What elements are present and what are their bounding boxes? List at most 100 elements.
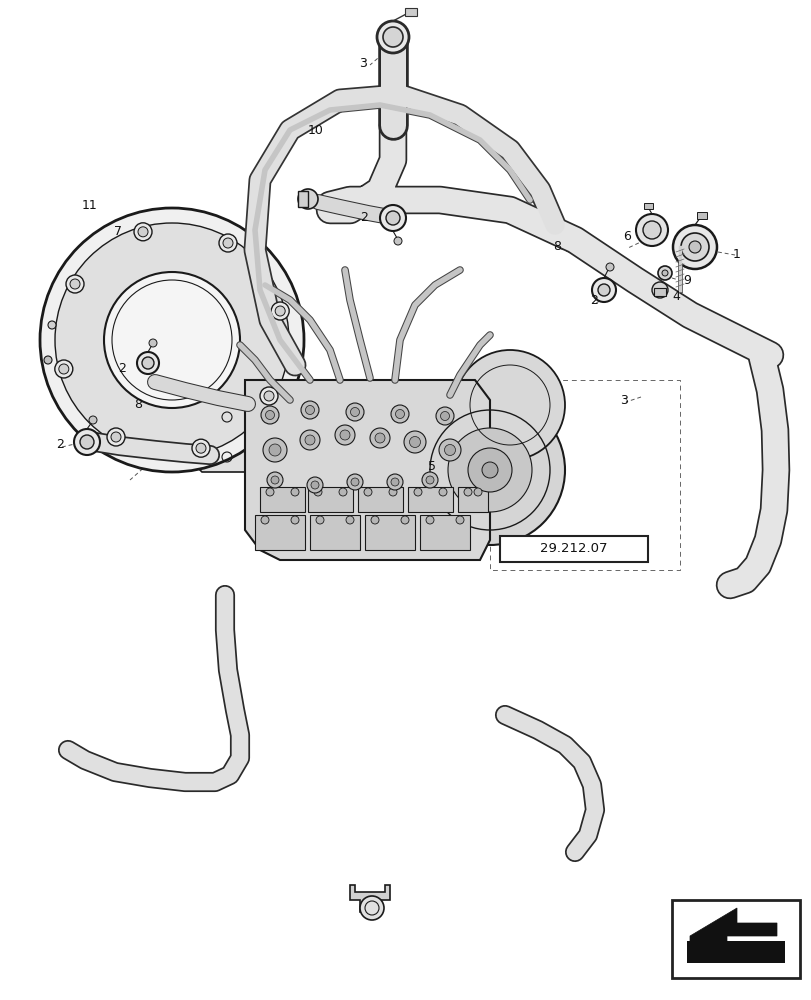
Circle shape (456, 516, 463, 524)
Bar (310, 515, 359, 550)
Circle shape (454, 350, 564, 460)
Circle shape (290, 488, 298, 496)
FancyBboxPatch shape (672, 900, 799, 978)
Circle shape (651, 282, 667, 298)
Circle shape (474, 488, 482, 496)
Circle shape (350, 408, 359, 416)
Circle shape (426, 516, 433, 524)
Circle shape (298, 189, 318, 209)
Bar (260, 487, 305, 512)
Circle shape (267, 472, 283, 488)
Circle shape (58, 364, 69, 374)
Text: 9: 9 (682, 273, 690, 286)
Circle shape (409, 436, 420, 448)
Bar (419, 515, 470, 550)
Polygon shape (350, 885, 389, 912)
Circle shape (661, 270, 667, 276)
Circle shape (89, 416, 97, 424)
Circle shape (439, 439, 461, 461)
Text: 5: 5 (427, 460, 436, 474)
Circle shape (371, 516, 379, 524)
Circle shape (299, 430, 320, 450)
Polygon shape (191, 402, 281, 472)
Circle shape (340, 430, 350, 440)
Text: 29.212.07: 29.212.07 (539, 542, 607, 556)
Bar (298, 191, 307, 207)
Circle shape (393, 237, 401, 245)
Text: 8: 8 (134, 397, 142, 410)
Circle shape (275, 306, 285, 316)
Circle shape (363, 488, 371, 496)
Circle shape (414, 488, 422, 496)
Circle shape (689, 241, 700, 253)
Bar (686, 941, 784, 963)
Bar (643, 203, 652, 209)
Circle shape (383, 27, 402, 47)
Circle shape (111, 432, 121, 442)
Circle shape (271, 302, 289, 320)
Circle shape (263, 438, 286, 462)
Circle shape (142, 357, 154, 369)
Circle shape (657, 266, 672, 280)
Circle shape (305, 406, 314, 414)
Circle shape (380, 205, 406, 231)
Circle shape (290, 516, 298, 524)
Circle shape (370, 428, 389, 448)
Circle shape (301, 401, 319, 419)
Circle shape (591, 278, 616, 302)
Circle shape (260, 406, 279, 424)
Circle shape (104, 272, 240, 408)
Circle shape (260, 387, 277, 405)
Circle shape (422, 472, 437, 488)
Circle shape (195, 443, 206, 453)
Circle shape (642, 221, 660, 239)
Circle shape (74, 429, 100, 455)
Circle shape (359, 896, 384, 920)
Bar (457, 487, 487, 512)
Circle shape (268, 444, 281, 456)
Circle shape (385, 211, 400, 225)
Polygon shape (245, 380, 489, 560)
Bar (365, 515, 414, 550)
Text: 8: 8 (552, 239, 560, 252)
Circle shape (260, 516, 268, 524)
Circle shape (391, 405, 409, 423)
Text: 2: 2 (590, 294, 597, 308)
Text: 3: 3 (620, 393, 627, 406)
Circle shape (440, 412, 449, 420)
Circle shape (597, 284, 609, 296)
Circle shape (350, 478, 358, 486)
Text: 4: 4 (672, 290, 679, 302)
Bar (653, 288, 665, 296)
Circle shape (264, 391, 273, 401)
Circle shape (314, 488, 322, 496)
Text: 2: 2 (359, 211, 367, 224)
Circle shape (345, 403, 363, 421)
Circle shape (40, 208, 303, 472)
Circle shape (148, 339, 157, 347)
Circle shape (467, 448, 512, 492)
Circle shape (635, 214, 667, 246)
Circle shape (436, 407, 453, 425)
Circle shape (404, 431, 426, 453)
Circle shape (107, 428, 125, 446)
Text: 3: 3 (358, 57, 367, 70)
Circle shape (315, 516, 324, 524)
Circle shape (672, 225, 716, 269)
Circle shape (444, 444, 455, 456)
Circle shape (219, 234, 237, 252)
Circle shape (307, 477, 323, 493)
Circle shape (70, 279, 80, 289)
Text: 6: 6 (622, 231, 630, 243)
Circle shape (266, 488, 273, 496)
Circle shape (55, 223, 289, 457)
Circle shape (271, 476, 279, 484)
Circle shape (346, 474, 363, 490)
Circle shape (401, 516, 409, 524)
Circle shape (134, 223, 152, 241)
Bar (307, 487, 353, 512)
Text: 2: 2 (118, 361, 126, 374)
Circle shape (338, 488, 346, 496)
Circle shape (375, 433, 384, 443)
Circle shape (395, 410, 404, 418)
